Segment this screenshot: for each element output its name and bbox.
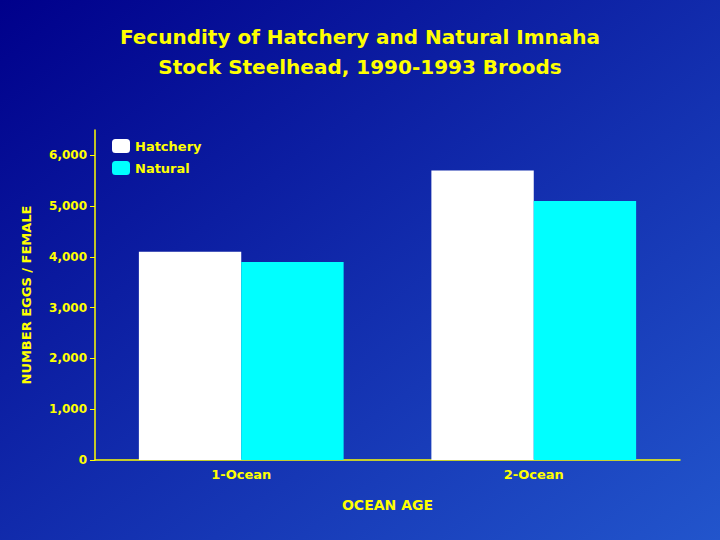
svg-text:2,000: 2,000 [49,351,87,365]
svg-text:Natural: Natural [135,161,190,176]
svg-text:Stock Steelhead, 1990-1993 Bro: Stock Steelhead, 1990-1993 Broods [158,55,561,79]
svg-text:2-Ocean: 2-Ocean [504,467,564,482]
svg-text:6,000: 6,000 [49,148,87,162]
svg-text:Fecundity of Hatchery and Natu: Fecundity of Hatchery and Natural Imnaha [120,25,600,49]
svg-text:4,000: 4,000 [49,250,87,264]
svg-text:5,000: 5,000 [49,199,87,213]
svg-text:OCEAN AGE: OCEAN AGE [342,497,433,513]
svg-text:0: 0 [79,453,87,467]
svg-text:1,000: 1,000 [49,402,87,416]
svg-text:3,000: 3,000 [49,301,87,315]
svg-text:NUMBER EGGS / FEMALE: NUMBER EGGS / FEMALE [19,205,34,384]
svg-text:Hatchery: Hatchery [135,139,202,154]
svg-text:1-Ocean: 1-Ocean [211,467,271,482]
